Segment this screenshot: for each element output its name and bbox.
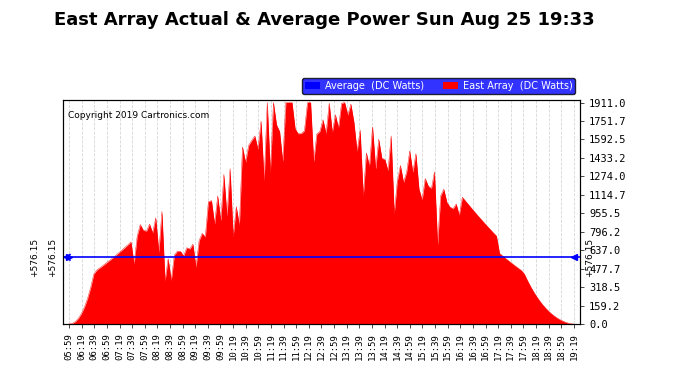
Text: Copyright 2019 Cartronics.com: Copyright 2019 Cartronics.com <box>68 111 209 120</box>
Text: East Array Actual & Average Power Sun Aug 25 19:33: East Array Actual & Average Power Sun Au… <box>54 11 595 29</box>
Legend: Average  (DC Watts), East Array  (DC Watts): Average (DC Watts), East Array (DC Watts… <box>302 78 575 94</box>
Text: +576.15: +576.15 <box>585 238 594 277</box>
Text: +576.15: +576.15 <box>30 238 39 277</box>
Text: +576.15: +576.15 <box>48 238 57 277</box>
